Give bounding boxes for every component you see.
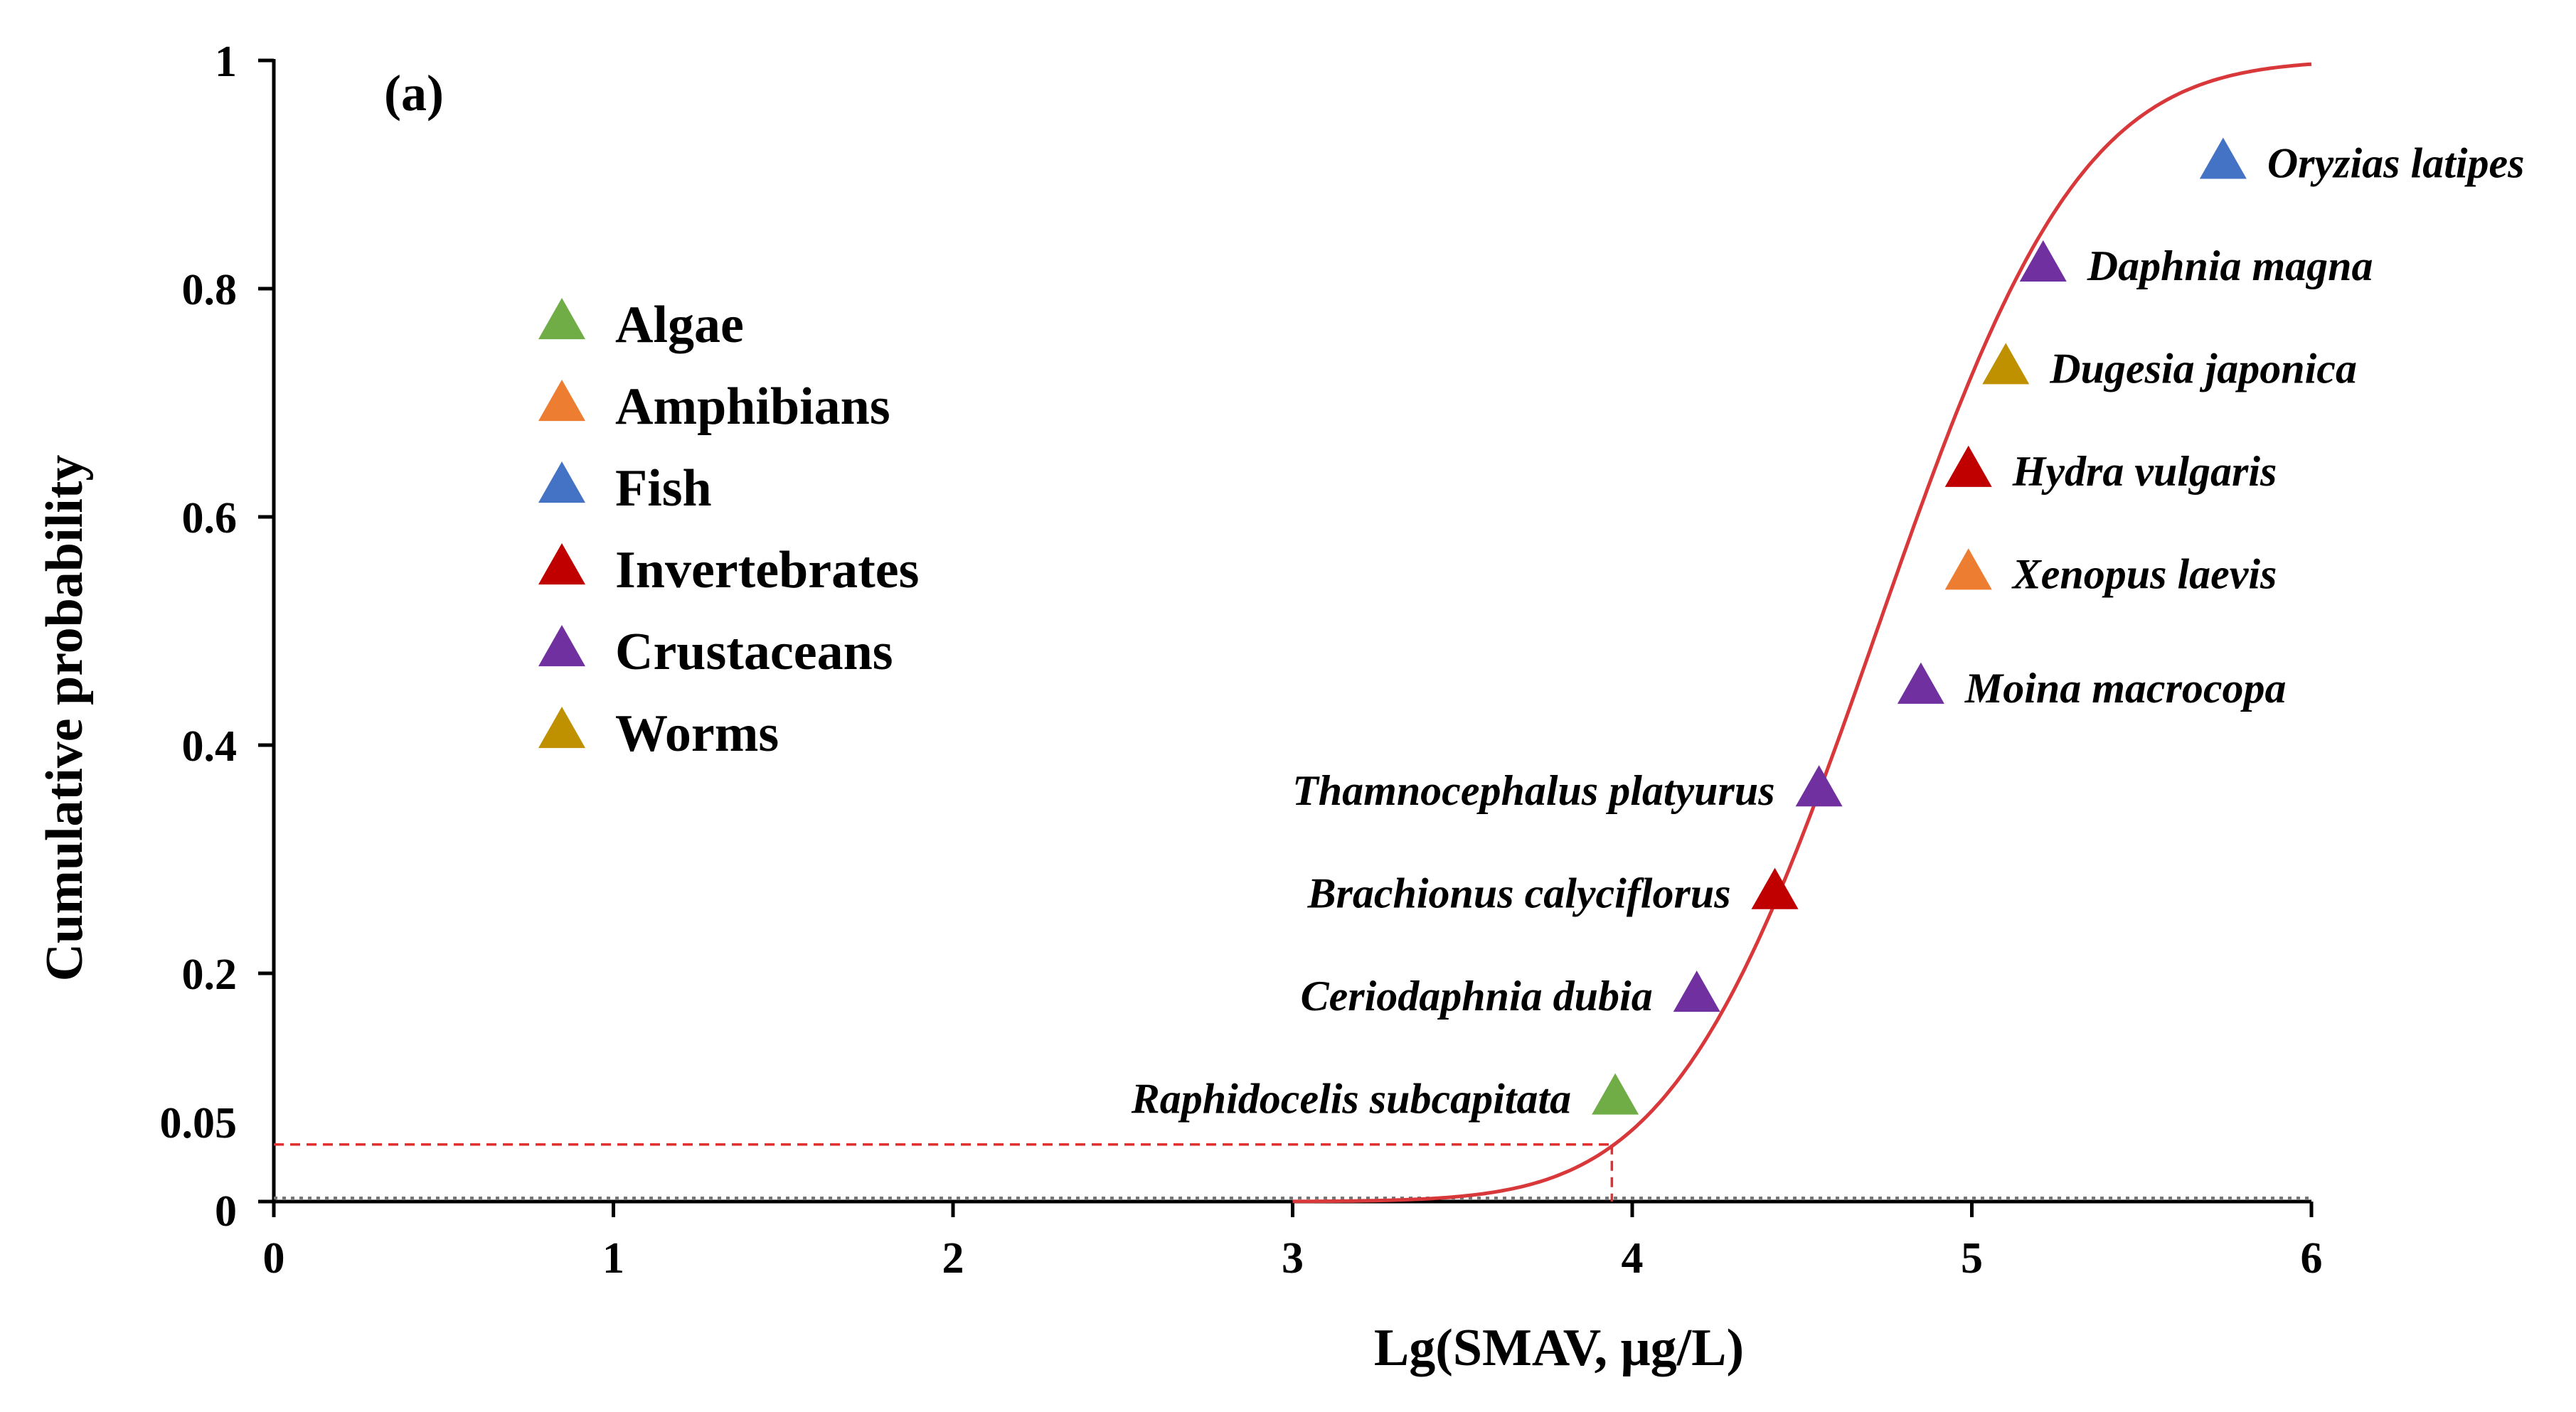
data-point-triangle bbox=[1944, 548, 1992, 590]
y-tick-label: 0 bbox=[215, 1187, 237, 1236]
y-tick-label: 0.6 bbox=[182, 494, 238, 542]
legend-marker bbox=[538, 624, 585, 667]
y-tick-label: 0.4 bbox=[182, 722, 238, 771]
x-tick-label: 3 bbox=[1282, 1234, 1304, 1283]
legend-marker bbox=[538, 461, 585, 503]
fitted-curve-group bbox=[1292, 62, 2312, 1204]
legend-label: Algae bbox=[615, 296, 744, 354]
fitted-curve bbox=[1292, 62, 2312, 1204]
y-tick-label: 0.8 bbox=[182, 266, 238, 314]
species-label: Dugesia japonica bbox=[2049, 345, 2357, 392]
x-tick-label: 2 bbox=[942, 1234, 964, 1283]
species-label: Brachionus calyciflorus bbox=[1306, 870, 1730, 917]
data-point-triangle bbox=[1897, 662, 1944, 704]
x-tick-label: 0 bbox=[263, 1234, 285, 1283]
data-point-triangle bbox=[1795, 765, 1843, 807]
species-label: Daphnia magna bbox=[2087, 242, 2373, 289]
axes: 0 1 2 3 4 5 6 0 0.05 0.2 0.4 0.6 0.8 1 bbox=[160, 38, 2323, 1283]
x-tick-label: 5 bbox=[1961, 1234, 1983, 1283]
y-tick-label: 0.05 bbox=[160, 1099, 238, 1148]
legend-label: Crustaceans bbox=[615, 623, 893, 681]
legend-label: Fish bbox=[615, 459, 712, 518]
data-point-triangle bbox=[1751, 867, 1799, 909]
data-point-triangle bbox=[1673, 970, 1720, 1012]
x-tick-label: 4 bbox=[1622, 1234, 1644, 1283]
species-label: Moina macrocopa bbox=[1964, 665, 2287, 712]
data-point-triangle bbox=[1982, 343, 2030, 385]
species-label: Ceriodaphnia dubia bbox=[1301, 973, 1653, 1020]
legend-label: Amphibians bbox=[615, 378, 890, 436]
legend-label: Invertebrates bbox=[615, 541, 919, 599]
legend-marker bbox=[538, 542, 585, 585]
y-tick-label: 1 bbox=[215, 38, 237, 86]
legend-marker bbox=[538, 379, 585, 422]
species-label: Thamnocephalus platyurus bbox=[1292, 767, 1775, 814]
y-tick-label: 0.2 bbox=[182, 951, 238, 999]
species-label: Xenopus laevis bbox=[2011, 550, 2277, 597]
x-tick-label: 6 bbox=[2301, 1234, 2323, 1283]
data-point-triangle bbox=[2199, 137, 2247, 179]
x-axis-title: Lg(SMAV, μg/L) bbox=[1374, 1319, 1744, 1377]
data-point-triangle bbox=[2019, 240, 2067, 282]
legend-label: Worms bbox=[615, 705, 779, 763]
hc5-guide bbox=[274, 1143, 1614, 1202]
legend-marker bbox=[538, 706, 585, 749]
x-tick-label: 1 bbox=[602, 1234, 624, 1283]
panel-label: (a) bbox=[384, 65, 444, 122]
legend-marker bbox=[538, 297, 585, 340]
legend: Algae Amphibians Fish Invertebrates Crustace… bbox=[538, 296, 919, 763]
species-label: Hydra vulgaris bbox=[2012, 448, 2277, 495]
y-axis-title: Cumulative probability bbox=[36, 455, 94, 982]
species-label: Raphidocelis subcapitata bbox=[1131, 1076, 1571, 1123]
data-point-triangle bbox=[1592, 1073, 1639, 1115]
data-points: Raphidocelis subcapitata Ceriodaphnia dub… bbox=[1131, 137, 2525, 1123]
data-point-triangle bbox=[1944, 445, 1992, 487]
species-label: Oryzias latipes bbox=[2267, 139, 2525, 186]
